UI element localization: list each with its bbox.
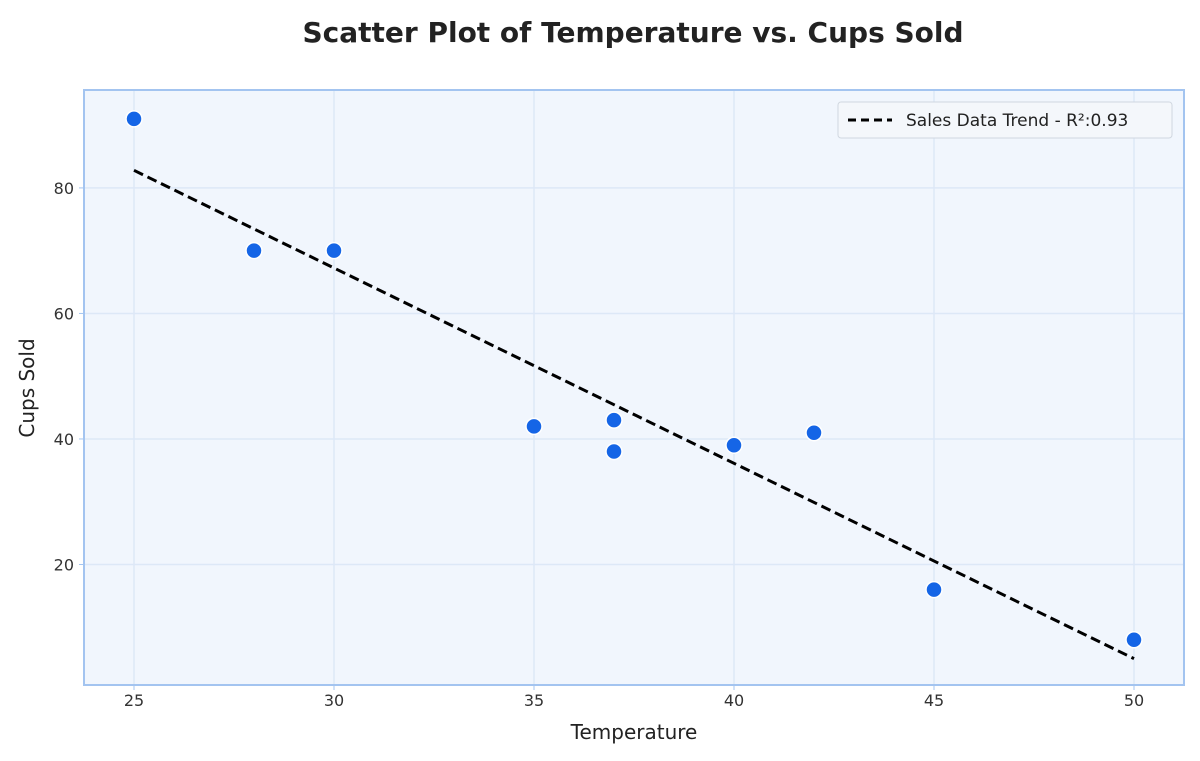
data-points	[125, 110, 1143, 649]
data-point	[125, 110, 143, 128]
y-tick-label: 40	[54, 430, 74, 449]
x-tick-label: 30	[324, 691, 344, 710]
legend-box	[837, 101, 1173, 139]
legend: Sales Data Trend - R²:0.93	[837, 101, 1173, 139]
trendline	[133, 168, 1135, 660]
data-point	[325, 241, 343, 260]
x-tick-label: 35	[524, 691, 544, 710]
y-axis-ticks: 20 40 60 80	[54, 179, 84, 574]
data-point	[525, 417, 543, 436]
x-axis-label: Temperature	[570, 720, 698, 744]
data-point	[605, 442, 623, 461]
plot-area	[84, 90, 1184, 685]
data-point	[245, 241, 263, 260]
data-point	[1125, 631, 1143, 649]
y-tick-label: 20	[54, 555, 74, 574]
chart-title: Scatter Plot of Temperature vs. Cups Sol…	[302, 16, 963, 49]
data-point	[605, 411, 623, 429]
x-axis-ticks: 25 30 35 40 45 50	[124, 685, 1144, 710]
y-tick-label: 80	[54, 179, 74, 198]
data-point	[925, 580, 943, 599]
y-axis-label: Cups Sold	[15, 338, 39, 437]
y-tick-label: 60	[54, 304, 74, 323]
x-tick-label: 25	[124, 691, 144, 710]
data-point	[805, 423, 823, 442]
plot-border	[83, 89, 1185, 686]
trendline-layer	[133, 168, 1135, 660]
x-tick-label: 45	[924, 691, 944, 710]
x-tick-label: 40	[724, 691, 744, 710]
legend-trendline-label: Sales Data Trend - R²:0.93	[906, 111, 1128, 131]
x-tick-label: 50	[1124, 691, 1144, 710]
data-point	[725, 436, 743, 454]
grid-lines	[84, 90, 1184, 685]
